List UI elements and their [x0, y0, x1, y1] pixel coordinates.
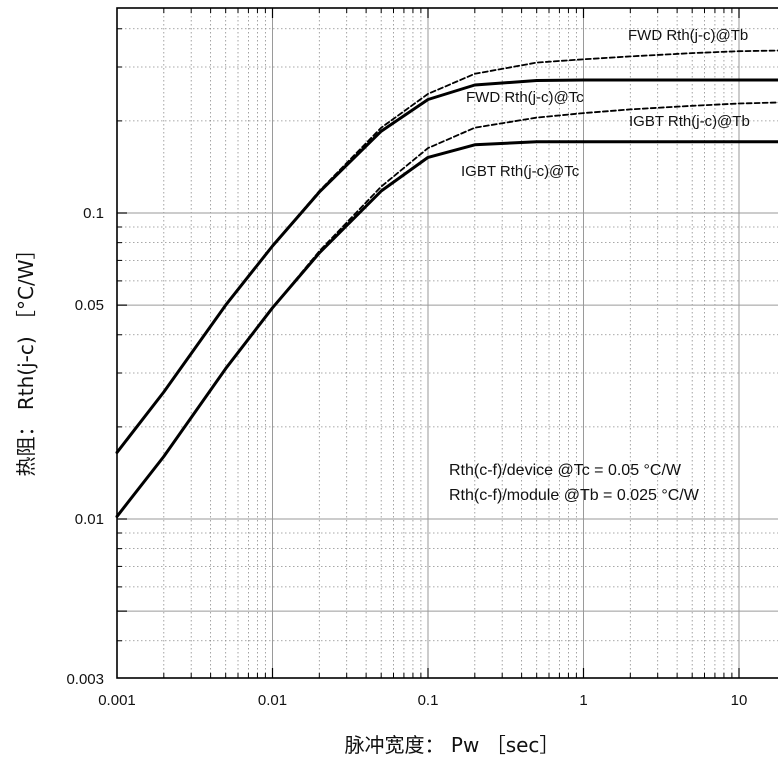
y-tick-label: 0.003	[66, 671, 104, 688]
series-label-fwd-tb: FWD Rth(j-c)@Tb	[628, 27, 748, 44]
x-tick-label: 1	[579, 692, 587, 709]
series-line-1	[115, 78, 778, 454]
major-gridlines	[117, 8, 778, 678]
series-layer	[115, 49, 778, 518]
y-tick-label: 0.05	[75, 297, 104, 314]
x-tick-labels: 0.001 0.01 0.1 1 10	[98, 692, 747, 709]
x-tick-label: 0.001	[98, 692, 136, 709]
annotation-device-rth: Rth(c-f)/device @Tc = 0.05 °C/W	[449, 462, 682, 479]
annotation-module-rth: Rth(c-f)/module @Tb = 0.025 °C/W	[449, 487, 700, 504]
plot-frame	[116, 7, 778, 679]
x-tick-label: 0.1	[418, 692, 439, 709]
series-label-fwd-tc: FWD Rth(j-c)@Tc	[466, 89, 584, 106]
y-tick-label: 0.01	[75, 511, 104, 528]
axis-ticks	[117, 8, 740, 678]
x-tick-label: 0.01	[258, 692, 287, 709]
y-tick-label: 0.1	[83, 205, 104, 222]
y-axis-title: 热阻： Rth(j-c) ［°C/W］	[14, 240, 38, 477]
y-tick-labels: 0.003 0.01 0.05 0.1	[66, 205, 104, 688]
series-label-igbt-tb: IGBT Rth(j-c)@Tb	[629, 113, 750, 130]
x-axis-title: 脉冲宽度： Pw ［sec］	[345, 733, 560, 757]
x-tick-label: 10	[731, 692, 748, 709]
series-line-3	[115, 140, 778, 518]
series-label-igbt-tc: IGBT Rth(j-c)@Tc	[461, 163, 580, 180]
